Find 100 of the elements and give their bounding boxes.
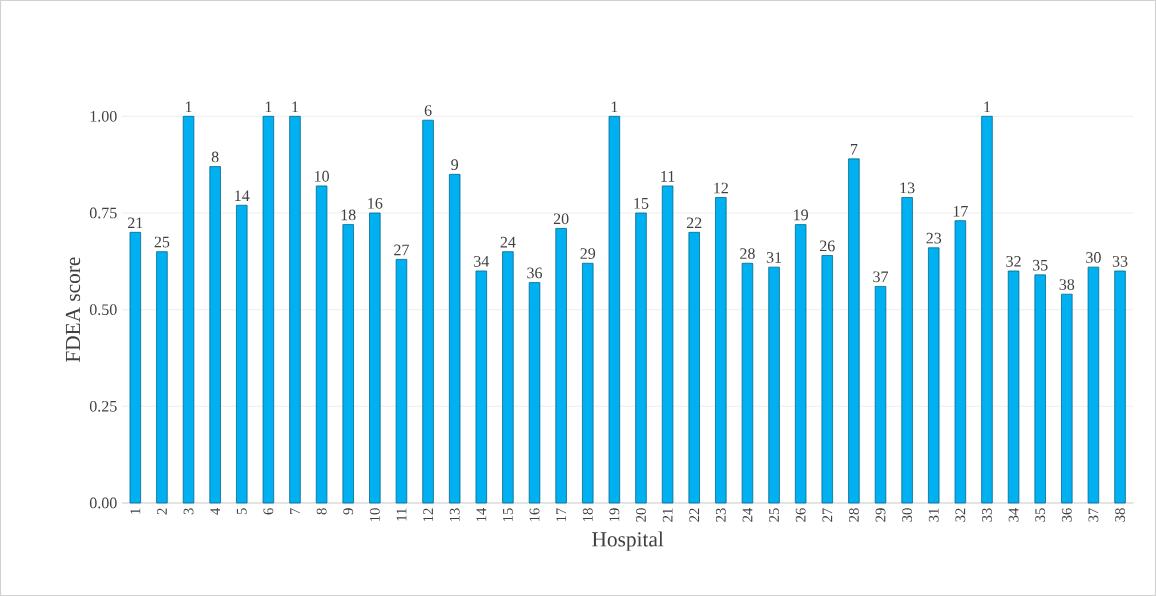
annotation: 34 [474,255,490,267]
annotation: 22 [686,217,702,229]
x-tick-label: 1 [130,508,141,514]
y-tick-label: 0.25 [89,400,117,412]
annotation: 35 [1032,259,1048,271]
x-tick-label: 6 [263,508,274,515]
bar [608,115,621,504]
annotation: 1 [611,101,618,113]
bar [715,197,727,504]
bar [262,115,275,504]
bar [901,197,913,504]
y-tick-label: 0.50 [89,304,117,316]
y-tick-label: 1.00 [90,110,117,122]
bar [582,262,594,504]
bar [369,212,381,504]
annotation: 17 [953,205,968,217]
x-tick-label: 16 [529,508,540,522]
x-tick-label: 22 [689,508,700,522]
x-tick-label: 13 [449,508,460,522]
x-tick-label: 19 [609,508,620,522]
annotation: 18 [341,209,356,221]
annotation: 14 [235,190,250,201]
bar [1061,293,1073,504]
x-tick-label: 27 [822,508,833,522]
x-tick-label: 8 [316,508,327,515]
bar [954,220,967,504]
bar [342,224,354,504]
annotation: 25 [154,236,170,248]
x-tick-label: 5 [236,508,247,515]
bar [289,115,301,504]
annotation: 28 [740,248,755,259]
annotation: 1 [292,101,299,113]
bar [555,228,567,504]
annotation: 16 [368,197,383,209]
annotation: 9 [451,159,459,171]
annotation: 11 [661,171,675,182]
x-tick-label: 37 [1088,508,1099,522]
annotation: 29 [580,248,596,259]
annotation: 37 [873,271,889,283]
bar [794,224,807,504]
x-tick-label: 17 [556,508,566,522]
x-tick-label: 31 [928,508,939,522]
annotation: 10 [315,170,329,182]
x-tick-label: 33 [982,508,992,522]
annotation: 12 [714,182,728,194]
x-tick-label: 29 [875,508,886,522]
bar [502,251,514,504]
x-tick-label: 35 [1035,508,1046,522]
annotation: 19 [794,209,809,221]
y-tick-label: 0.00 [89,497,117,509]
bar [182,115,195,504]
bar [661,185,674,504]
bar [236,204,248,504]
x-tick-label: 20 [636,508,646,522]
x-tick-label: 7 [290,508,300,515]
x-tick-label: 32 [955,508,966,522]
annotation: 8 [211,151,219,163]
x-tick-label: 11 [396,508,407,521]
bar [981,115,993,504]
bar [1114,270,1126,504]
bar [156,251,168,504]
x-tick-label: 12 [423,508,433,522]
bar [1087,266,1100,504]
annotation: 27 [394,244,409,256]
annotation: 21 [128,217,143,229]
x-tick-label: 15 [503,508,513,522]
x-axis-title: Hospital [592,531,664,551]
x-tick-label: 24 [742,507,753,522]
bar [635,212,647,504]
annotation: 1 [265,101,272,113]
bar [688,231,700,504]
annotation: 6 [424,105,432,116]
bar [928,247,940,504]
annotation: 1 [185,101,192,113]
bar [395,259,408,504]
bar [315,185,328,504]
x-tick-label: 3 [183,508,194,515]
x-tick-label: 25 [769,508,779,522]
bar [741,262,754,504]
x-tick-label: 2 [157,508,167,515]
annotation: 33 [1112,255,1128,267]
bar [129,231,142,504]
x-tick-label: 10 [369,508,380,522]
bar [1034,274,1046,504]
x-tick-label: 21 [662,508,673,522]
bar [475,270,488,504]
annotation: 15 [634,198,649,209]
bar [848,158,860,504]
bar [528,282,541,504]
bar [1007,270,1020,504]
annotation: 26 [819,240,835,252]
x-tick-label: 18 [582,508,593,522]
x-tick-label: 36 [1061,508,1072,522]
y-axis-title: FDEA score [65,257,81,363]
annotation: 23 [926,232,942,244]
annotation: 31 [766,252,782,263]
annotation: 30 [1086,252,1101,263]
bar [874,286,887,504]
annotation: 38 [1059,279,1075,290]
y-tick-label: 0.75 [89,207,117,219]
